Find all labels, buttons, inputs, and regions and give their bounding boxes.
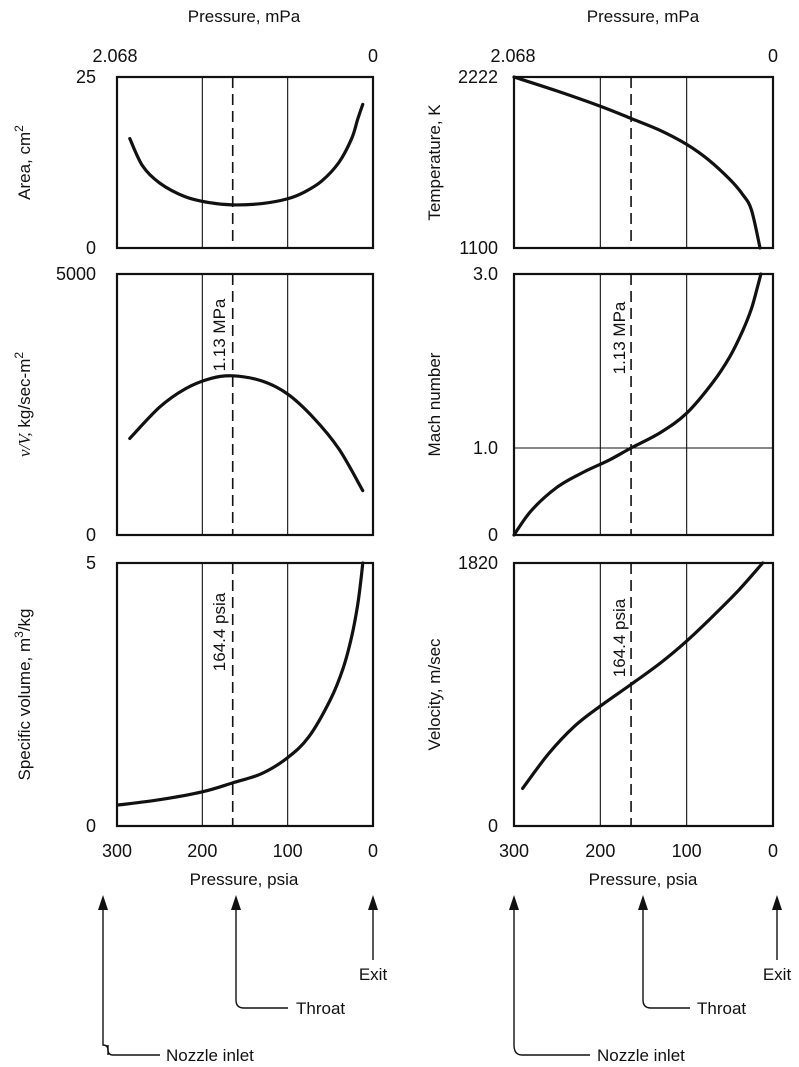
- throat-psia-annotation-left: 164.4 psia: [210, 592, 229, 671]
- arrowheads-right: [509, 895, 782, 910]
- y-tick-label: 2222: [458, 67, 498, 87]
- throat-label-left: Throat: [296, 999, 345, 1018]
- x-tick-label: 0: [368, 841, 378, 861]
- nozzle-inlet-label-right: Nozzle inlet: [597, 1046, 685, 1065]
- y-tick-label: 1.0: [473, 438, 498, 458]
- bottom-axis-label-left: Pressure, psia: [190, 870, 299, 889]
- nozzle-inlet-label-left: Nozzle inlet: [166, 1046, 254, 1065]
- mass-flux-panel: 0 5000 v/V, kg/sec-m2: [12, 264, 375, 545]
- throat-mpa-annotation-right: 1.13 MPa: [610, 301, 629, 374]
- y-axis-label-italic: v/V,: [15, 432, 34, 457]
- y-axis-label-superscript: 2: [12, 352, 26, 359]
- data-line: [128, 102, 365, 207]
- plot-frame: [115, 75, 375, 250]
- data-line: [521, 561, 765, 791]
- arrowhead-exit-left: [368, 895, 378, 910]
- y-tick-label: 0: [86, 238, 96, 258]
- data-line: [128, 374, 365, 493]
- top-tick-left-b: 2.068: [490, 46, 535, 66]
- velocity-panel: 0 1820 Velocity, m/sec: [425, 553, 775, 836]
- y-axis-label: Specific volume, m3/kg: [12, 608, 34, 780]
- throat-label-right: Throat: [697, 999, 746, 1018]
- plot-frame: [512, 272, 775, 537]
- top-tick-left-a: 2.068: [92, 46, 137, 66]
- bottom-axis-ticks: 300 200 100 0 300 200 100 0: [102, 841, 778, 861]
- y-axis-label: Velocity, m/sec: [425, 638, 444, 751]
- plot-frame: [512, 561, 775, 828]
- specific-volume-panel: 0 5 Specific volume, m3/kg: [12, 553, 375, 836]
- arrowheads-left: [98, 895, 378, 910]
- y-tick-label: 5000: [56, 264, 96, 284]
- x-tick-label: 0: [768, 841, 778, 861]
- area-panel: 0 25 Area, cm2: [12, 67, 375, 258]
- location-callouts-right: [513, 905, 778, 1056]
- y-axis-label-superscript: 2: [12, 125, 26, 132]
- y-axis-label-text: Mach number: [425, 352, 444, 456]
- top-tick-right-a: 0: [368, 46, 378, 66]
- top-axis-label-left: Pressure, mPa: [188, 7, 301, 26]
- y-axis-label-text: Area, cm: [15, 132, 34, 200]
- y-tick-label: 3.0: [473, 264, 498, 284]
- throat-mpa-annotation-left: 1.13 MPa: [210, 298, 229, 371]
- data-line: [512, 75, 762, 250]
- top-axis-label-right: Pressure, mPa: [587, 7, 700, 26]
- throat-psia-annotation-right: 164.4 psia: [610, 598, 629, 677]
- arrowhead-throat-right: [638, 895, 648, 910]
- y-tick-label: 25: [76, 67, 96, 87]
- y-tick-label: 1820: [458, 553, 498, 573]
- arrowhead-inlet-right: [509, 895, 519, 910]
- bottom-axis-label-right: Pressure, psia: [589, 870, 698, 889]
- top-tick-right-b: 0: [768, 46, 778, 66]
- y-tick-label: 0: [86, 816, 96, 836]
- data-line: [512, 272, 763, 537]
- arrowhead-throat-left: [231, 895, 241, 910]
- y-axis-label-text: kg/sec-m: [15, 359, 34, 433]
- exit-label-left: Exit: [359, 965, 388, 984]
- exit-label-right: Exit: [763, 965, 792, 984]
- x-tick-label: 300: [102, 841, 132, 861]
- y-tick-label: 0: [488, 525, 498, 545]
- x-tick-label: 300: [499, 841, 529, 861]
- data-line: [117, 561, 365, 807]
- x-tick-label: 100: [672, 841, 702, 861]
- plot-frame: [115, 272, 375, 537]
- y-axis-label: Temperature, K: [425, 104, 444, 221]
- arrowhead-exit-right: [772, 895, 782, 910]
- y-axis-label-tail: /kg: [15, 608, 34, 631]
- y-axis-label-text: Velocity, m/sec: [425, 638, 444, 751]
- temperature-panel: 1100 2222 Temperature, K: [425, 67, 775, 258]
- y-axis-label: Area, cm2: [12, 125, 34, 200]
- nozzle-inlet-arrow-left: [102, 905, 109, 1055]
- y-tick-label: 0: [488, 816, 498, 836]
- throat-arrow-left: [235, 905, 288, 1009]
- x-tick-label: 200: [585, 841, 615, 861]
- x-tick-label: 100: [273, 841, 303, 861]
- y-axis-label-text: Specific volume, m: [15, 638, 34, 781]
- mach-number-panel: 0 1.0 3.0 Mach number: [425, 264, 775, 545]
- x-tick-label: 200: [187, 841, 217, 861]
- nozzle-inlet-arrow-right: [513, 905, 590, 1056]
- location-callouts-left: [102, 905, 374, 1056]
- y-axis-label: v/V, kg/sec-m2: [12, 352, 34, 457]
- throat-arrow-right: [642, 905, 690, 1009]
- y-axis-label: Mach number: [425, 352, 444, 456]
- y-tick-label: 0: [86, 525, 96, 545]
- y-axis-label-text: Temperature, K: [425, 104, 444, 221]
- plot-frame: [115, 561, 375, 828]
- plot-frame: [512, 75, 775, 250]
- y-tick-label: 1100: [459, 238, 498, 258]
- y-axis-label-superscript: 3: [12, 631, 26, 638]
- arrowhead-inlet-left: [98, 895, 108, 910]
- y-tick-label: 5: [86, 553, 96, 573]
